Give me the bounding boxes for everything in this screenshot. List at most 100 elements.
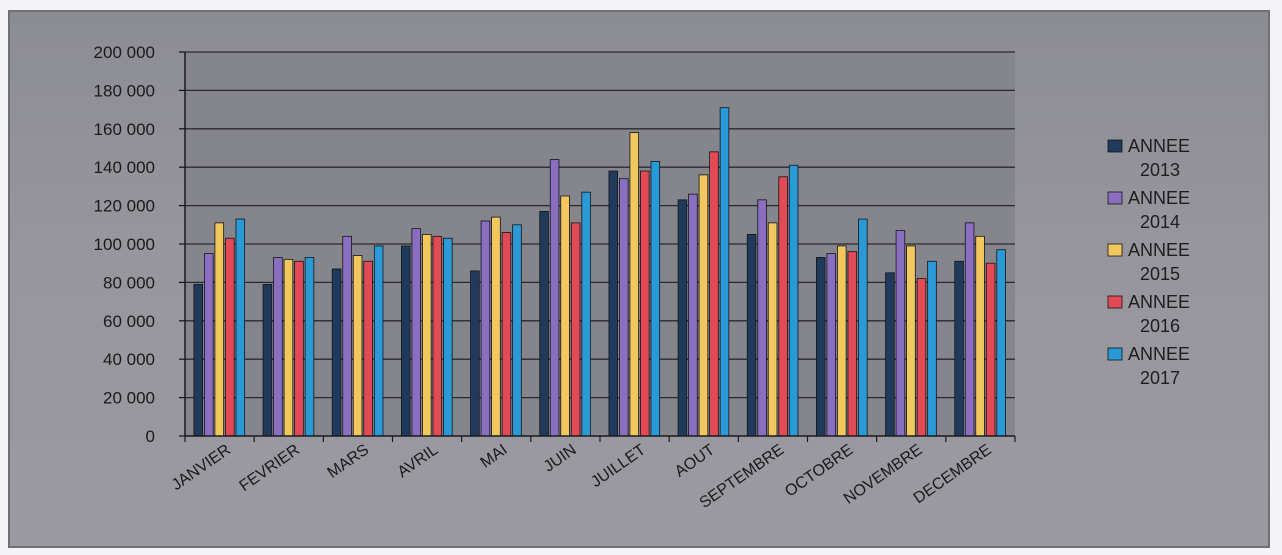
y-tick-label: 160 000 [94,120,155,139]
bar-2015-juillet [629,132,640,437]
legend-year: 2016 [1140,316,1180,336]
bar-2013-juillet [608,170,619,437]
bar-2017-avril [443,237,453,437]
x-tick-label: MARS [325,441,373,481]
bar-2015-avril [422,233,432,437]
bar-2017-juin [581,191,591,437]
bar-2015-juin [560,195,570,437]
legend-year: 2014 [1140,212,1180,232]
bar-2016-juin [570,222,581,437]
bar-2016-mai [501,232,512,437]
x-tick-label: FEVRIER [236,441,303,495]
x-tick-label: JANVIER [169,441,234,494]
bar-2016-avril [432,235,443,437]
bar-2013-octobre [816,257,826,437]
y-tick-label: 0 [146,427,155,446]
bar-2014-janvier [204,253,214,437]
bar-2014-octobre [826,253,837,437]
bar-2015-aout [698,174,709,437]
bar-2016-juillet [640,170,650,437]
legend-label: ANNEE [1128,136,1190,156]
y-tick-label: 60 000 [103,312,155,331]
bar-2013-avril [400,245,411,437]
y-tick-label: 100 000 [94,235,155,254]
y-tick-label: 140 000 [94,158,155,177]
legend-swatch [1107,347,1123,361]
bar-2014-novembre [895,230,906,437]
y-tick-label: 80 000 [103,273,155,292]
bar-2017-janvier [235,218,246,437]
bar-2015-septembre [767,222,778,437]
bar-2016-aout [709,151,719,437]
bar-2017-mars [373,245,384,437]
bars [193,107,1006,437]
bar-2014-mai [480,220,491,437]
bar-2013-septembre [746,233,757,437]
y-axis-ticks: 0 20 000 40 000 60 000 80 000 100 000 120 000 1… [94,43,185,446]
x-tick-label: AOUT [672,441,718,481]
legend-label: ANNEE [1128,240,1190,260]
bar-2014-decembre [964,222,975,437]
x-tick-label: AVRIL [395,441,442,481]
bar-2015-janvier [214,222,225,437]
bar-2017-novembre [927,260,937,437]
bar-2015-mars [352,255,363,437]
gridlines [185,51,1015,399]
bar-2015-fevrier [283,258,294,437]
bar-2013-decembre [954,260,964,437]
bar-2014-juillet [619,178,629,437]
bar-2013-mai [470,270,480,437]
bar-2017-aout [719,107,730,437]
legend-swatch [1107,191,1123,205]
bar-2017-septembre [788,164,799,437]
bar-2017-fevrier [304,257,315,437]
legend-label: ANNEE [1128,344,1190,364]
bar-2016-octobre [847,251,858,437]
bar-2013-novembre [885,272,895,437]
bar-2017-decembre [996,249,1006,437]
x-tick-label: MAI [477,441,510,471]
bar-2013-mars [331,268,342,437]
legend-year: 2013 [1140,160,1180,180]
y-tick-label: 120 000 [94,197,155,216]
bar-2017-octobre [858,218,868,437]
bar-2016-mars [363,260,373,437]
y-tick-label: 40 000 [103,350,155,369]
y-tick-label: 200 000 [94,43,155,62]
bar-2014-avril [411,228,422,437]
bar-2015-decembre [975,235,985,437]
bar-2013-janvier [193,283,204,437]
bar-2013-fevrier [262,283,273,437]
legend-year: 2017 [1140,368,1180,388]
bar-2016-septembre [778,176,788,437]
bar-2016-novembre [916,278,927,437]
bar-2016-janvier [225,237,235,437]
legend-label: ANNEE [1128,188,1190,208]
bar-2015-octobre [837,245,847,437]
bar-2014-aout [688,193,698,437]
bar-2016-decembre [985,262,996,437]
bar-2015-mai [491,216,501,437]
bar-2014-septembre [757,199,767,437]
legend-year: 2015 [1140,264,1180,284]
bar-2014-juin [549,159,560,437]
bar-chart: 0 20 000 40 000 60 000 80 000 100 000 120 000 1… [94,43,1190,512]
bar-2017-mai [512,224,522,437]
legend-label: ANNEE [1128,292,1190,312]
legend-swatch [1107,139,1123,153]
chart-frame: 0 20 000 40 000 60 000 80 000 100 000 120 000 1… [8,10,1270,548]
bar-2015-novembre [906,245,916,437]
legend-swatch [1107,295,1123,309]
x-tick-label: JUILLET [588,441,649,491]
y-tick-label: 20 000 [103,389,155,408]
bar-2014-fevrier [273,257,283,437]
x-axis-ticks: JANVIER FEVRIER MARS AVRIL MAI JUIN JUILLET AOU… [169,436,1016,512]
bar-2013-juin [539,210,549,437]
legend: ANNEE 2013 ANNEE 2014 ANNEE 2015 ANNEE 2016 ANNE… [1107,136,1190,388]
bar-2017-juillet [650,161,661,437]
x-tick-label: DECEMBRE [911,441,995,507]
legend-swatch [1107,243,1123,257]
bar-2013-aout [677,199,688,437]
bar-2014-mars [342,235,352,437]
bar-2016-fevrier [294,260,304,437]
